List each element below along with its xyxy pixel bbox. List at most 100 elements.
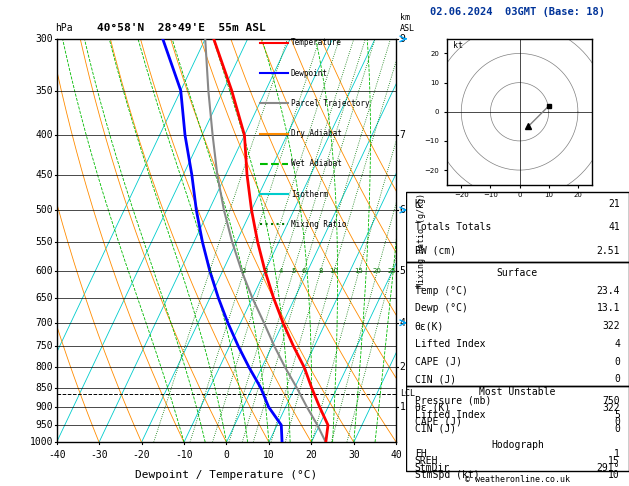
Text: 1: 1 (208, 268, 212, 274)
Text: 6: 6 (301, 268, 306, 274)
Text: 750: 750 (36, 341, 53, 351)
Text: 850: 850 (36, 383, 53, 393)
Text: 900: 900 (36, 402, 53, 412)
Text: 9: 9 (399, 34, 406, 44)
Text: 40°58'N  28°49'E  55m ASL: 40°58'N 28°49'E 55m ASL (97, 23, 266, 33)
Text: -40: -40 (48, 451, 65, 460)
Text: θε(K): θε(K) (415, 321, 444, 331)
Text: 2: 2 (242, 268, 246, 274)
Text: PW (cm): PW (cm) (415, 246, 456, 256)
Text: 291°: 291° (596, 463, 620, 473)
Text: CAPE (J): CAPE (J) (415, 417, 462, 427)
Text: -10: -10 (175, 451, 193, 460)
Text: 2: 2 (399, 363, 406, 372)
Bar (406, 192, 629, 262)
Text: 550: 550 (36, 237, 53, 247)
Text: 1: 1 (399, 402, 406, 412)
Text: 02.06.2024  03GMT (Base: 18): 02.06.2024 03GMT (Base: 18) (430, 7, 605, 17)
Text: 30: 30 (348, 451, 360, 460)
Text: StmDir: StmDir (415, 463, 450, 473)
Text: Mixing Ratio: Mixing Ratio (291, 220, 347, 229)
Text: 322: 322 (603, 402, 620, 413)
Text: Pressure (mb): Pressure (mb) (415, 396, 491, 405)
Text: Temperature: Temperature (291, 38, 342, 48)
Text: 21: 21 (608, 199, 620, 208)
Text: 0: 0 (614, 424, 620, 434)
Text: 6: 6 (399, 205, 406, 215)
Text: 15: 15 (608, 456, 620, 466)
Text: 13.1: 13.1 (596, 303, 620, 313)
Text: 500: 500 (36, 205, 53, 215)
Text: 5: 5 (291, 268, 296, 274)
Text: Totals Totals: Totals Totals (415, 222, 491, 232)
Text: 10: 10 (263, 451, 275, 460)
Bar (406, 386, 629, 471)
Text: Dewpoint: Dewpoint (291, 69, 328, 78)
Text: Wet Adiabat: Wet Adiabat (291, 159, 342, 169)
Text: © weatheronline.co.uk: © weatheronline.co.uk (465, 474, 570, 484)
Text: Dry Adiabat: Dry Adiabat (291, 129, 342, 138)
Text: Hodograph: Hodograph (491, 440, 544, 450)
Text: 800: 800 (36, 363, 53, 372)
Text: 25: 25 (387, 268, 396, 274)
Text: 650: 650 (36, 293, 53, 303)
Text: 23.4: 23.4 (596, 286, 620, 296)
Text: CAPE (J): CAPE (J) (415, 357, 462, 366)
Text: 8: 8 (318, 268, 323, 274)
Text: 750: 750 (603, 396, 620, 405)
Text: 20: 20 (373, 268, 382, 274)
Text: EH: EH (415, 449, 426, 459)
Text: 950: 950 (36, 420, 53, 430)
Text: 1000: 1000 (30, 437, 53, 447)
Text: 4: 4 (279, 268, 283, 274)
Text: 1: 1 (614, 449, 620, 459)
Text: km
ASL: km ASL (399, 14, 415, 33)
Text: 0: 0 (614, 357, 620, 366)
Text: 2.51: 2.51 (596, 246, 620, 256)
Text: Surface: Surface (497, 268, 538, 278)
Text: 10: 10 (330, 268, 338, 274)
Text: hPa: hPa (55, 23, 72, 33)
Text: 5: 5 (399, 266, 406, 276)
Text: 0: 0 (614, 417, 620, 427)
Text: 0: 0 (223, 451, 230, 460)
Text: Parcel Trajectory: Parcel Trajectory (291, 99, 370, 108)
Text: Isotherm: Isotherm (291, 190, 328, 199)
Text: 7: 7 (399, 130, 406, 140)
Text: 600: 600 (36, 266, 53, 276)
Text: 4: 4 (614, 339, 620, 349)
Text: -20: -20 (133, 451, 150, 460)
Text: Temp (°C): Temp (°C) (415, 286, 467, 296)
Text: 40: 40 (391, 451, 402, 460)
Text: 41: 41 (608, 222, 620, 232)
Text: 350: 350 (36, 86, 53, 96)
Text: θε (K): θε (K) (415, 402, 450, 413)
Text: Dewpoint / Temperature (°C): Dewpoint / Temperature (°C) (135, 470, 318, 481)
Text: kt: kt (452, 41, 462, 50)
Text: K: K (415, 199, 421, 208)
Text: LCL: LCL (399, 389, 415, 398)
Text: 5: 5 (614, 410, 620, 420)
Text: 322: 322 (603, 321, 620, 331)
Text: Dewp (°C): Dewp (°C) (415, 303, 467, 313)
Text: Mixing Ratio (g/kg): Mixing Ratio (g/kg) (416, 193, 426, 288)
Bar (406, 262, 629, 386)
Text: 700: 700 (36, 318, 53, 328)
Text: 10: 10 (608, 470, 620, 480)
Text: SREH: SREH (415, 456, 438, 466)
Text: StmSpd (kt): StmSpd (kt) (415, 470, 479, 480)
Text: 4: 4 (399, 318, 406, 328)
Text: CIN (J): CIN (J) (415, 424, 456, 434)
Text: 3: 3 (263, 268, 267, 274)
Text: Lifted Index: Lifted Index (415, 339, 485, 349)
Text: 15: 15 (355, 268, 364, 274)
Text: CIN (J): CIN (J) (415, 374, 456, 384)
Text: 20: 20 (306, 451, 317, 460)
Text: Most Unstable: Most Unstable (479, 387, 555, 397)
Text: 300: 300 (36, 34, 53, 44)
Text: Lifted Index: Lifted Index (415, 410, 485, 420)
Text: 450: 450 (36, 170, 53, 180)
Text: 400: 400 (36, 130, 53, 140)
Text: 0: 0 (614, 374, 620, 384)
Text: -30: -30 (90, 451, 108, 460)
